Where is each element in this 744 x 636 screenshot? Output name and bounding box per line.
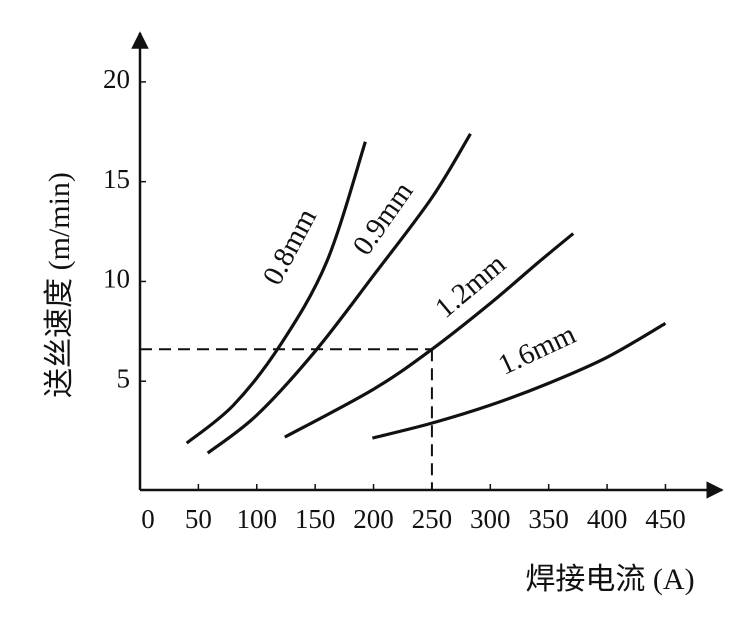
curve-label: 1.6mm	[493, 318, 581, 382]
x-tick-label: 350	[528, 504, 569, 534]
x-tick-label: 400	[587, 504, 628, 534]
curve-label: 1.2mm	[429, 248, 512, 325]
x-tick-label: 50	[185, 504, 212, 534]
curve	[284, 232, 575, 439]
curve	[206, 132, 472, 455]
x-tick-label: 150	[295, 504, 336, 534]
curve-label: 0.9mm	[347, 176, 420, 261]
x-tick-label: 0	[141, 504, 155, 534]
y-tick-label: 15	[103, 164, 130, 194]
x-tick-label: 200	[353, 504, 394, 534]
curve-label: 0.8mm	[257, 203, 324, 290]
y-axis-label: 送丝速度 (m/min)	[43, 172, 76, 398]
curve	[185, 141, 367, 445]
curve	[371, 321, 667, 440]
x-axis-label: 焊接电流 (A)	[525, 563, 694, 596]
x-tick-label: 450	[645, 504, 686, 534]
x-tick-label: 250	[412, 504, 453, 534]
y-tick-label: 5	[117, 363, 131, 393]
y-tick-label: 20	[103, 64, 130, 94]
x-tick-label: 100	[237, 504, 278, 534]
y-tick-label: 10	[103, 264, 130, 294]
x-tick-label: 300	[470, 504, 511, 534]
